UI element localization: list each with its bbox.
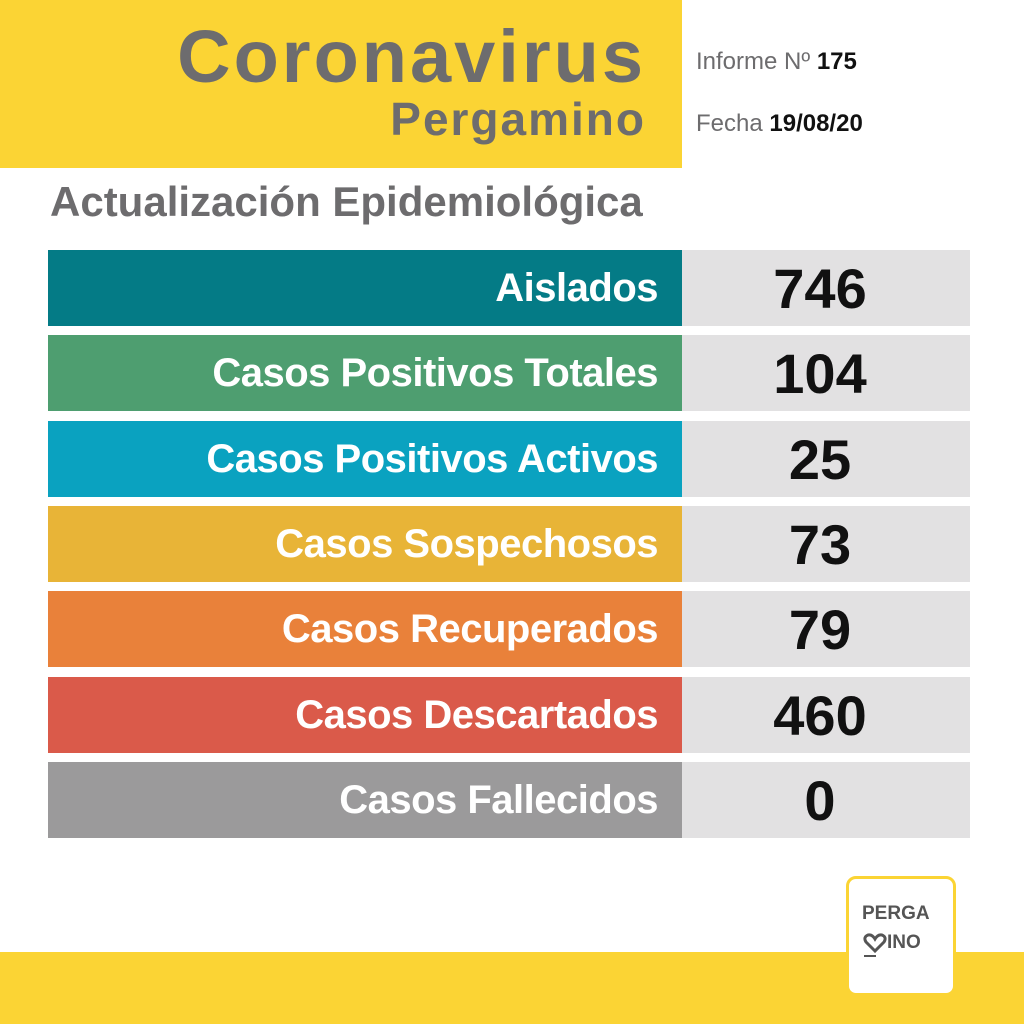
row-value: 25 xyxy=(682,421,970,497)
row-label: Casos Positivos Activos xyxy=(48,421,682,497)
logo: PERGA INO xyxy=(846,876,956,996)
header-band: Coronavirus Pergamino xyxy=(0,0,682,168)
logo-heart xyxy=(863,933,887,957)
row-label: Casos Positivos Totales xyxy=(48,335,682,411)
row: Casos Positivos Totales 104 xyxy=(48,335,970,411)
row: Casos Sospechosos 73 xyxy=(48,506,970,582)
row-value: 73 xyxy=(682,506,970,582)
logo-line: PERGA xyxy=(862,903,930,924)
row: Aislados 746 xyxy=(48,250,970,326)
section-title: Actualización Epidemiológica xyxy=(50,178,643,225)
row: Casos Recuperados 79 xyxy=(48,591,970,667)
row-label: Aislados xyxy=(48,250,682,326)
logo-line: INO xyxy=(887,932,921,953)
row-value: 0 xyxy=(682,762,970,838)
row-value: 79 xyxy=(682,591,970,667)
row: Casos Descartados 460 xyxy=(48,677,970,753)
row-label: Casos Descartados xyxy=(48,677,682,753)
row-value: 746 xyxy=(682,250,970,326)
date-line: Fecha 19/08/20 xyxy=(696,110,863,138)
title: Coronavirus xyxy=(177,15,646,98)
report-label: Informe Nº xyxy=(696,48,811,75)
date-label: Fecha xyxy=(696,110,763,137)
row-label: Casos Fallecidos xyxy=(48,762,682,838)
row-value: 104 xyxy=(682,335,970,411)
subtitle: Pergamino xyxy=(390,93,646,145)
row-label: Casos Sospechosos xyxy=(48,506,682,582)
row: Casos Fallecidos 0 xyxy=(48,762,970,838)
row: Casos Positivos Activos 25 xyxy=(48,421,970,497)
report-line: Informe Nº 175 xyxy=(696,48,857,76)
date-value: 19/08/20 xyxy=(769,110,863,137)
row-value: 460 xyxy=(682,677,970,753)
row-label: Casos Recuperados xyxy=(48,591,682,667)
report-number: 175 xyxy=(816,48,857,75)
